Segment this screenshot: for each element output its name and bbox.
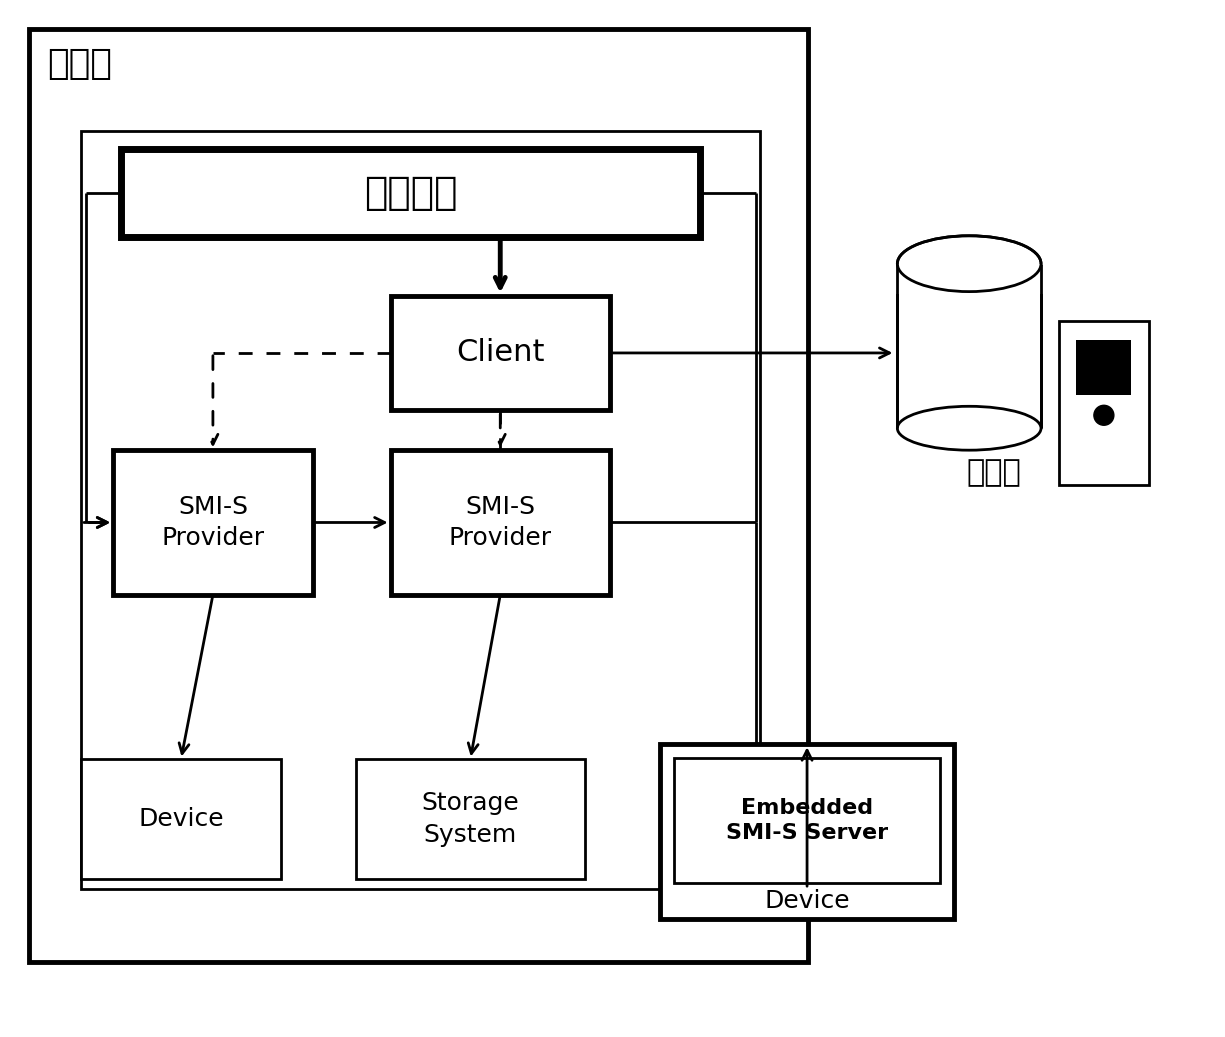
Bar (391, 296, 610, 411)
Text: 采集程序: 采集程序 (364, 174, 457, 212)
Text: Embedded
SMI-S Server: Embedded SMI-S Server (726, 798, 888, 843)
Bar (29, 29, 807, 961)
Ellipse shape (898, 235, 1041, 291)
Text: SMI-S
Provider: SMI-S Provider (448, 495, 551, 551)
Text: Device: Device (764, 889, 850, 913)
Text: 采集机: 采集机 (48, 48, 113, 81)
Text: Device: Device (138, 807, 224, 832)
Text: 数据库: 数据库 (967, 458, 1022, 487)
Bar (674, 758, 941, 884)
Bar (1077, 340, 1132, 395)
Text: Storage
System: Storage System (421, 791, 519, 847)
Bar (1058, 320, 1149, 485)
Bar (895, 263, 1042, 293)
Bar (121, 149, 699, 236)
Bar (355, 759, 586, 879)
Ellipse shape (898, 407, 1041, 450)
Bar (81, 759, 281, 879)
Circle shape (1094, 405, 1114, 425)
Bar (898, 263, 1041, 428)
Text: Client: Client (456, 338, 544, 367)
Text: SMI-S
Provider: SMI-S Provider (162, 495, 265, 551)
Bar (660, 745, 954, 919)
Bar (81, 131, 760, 889)
Bar (113, 450, 312, 595)
Bar (391, 450, 610, 595)
